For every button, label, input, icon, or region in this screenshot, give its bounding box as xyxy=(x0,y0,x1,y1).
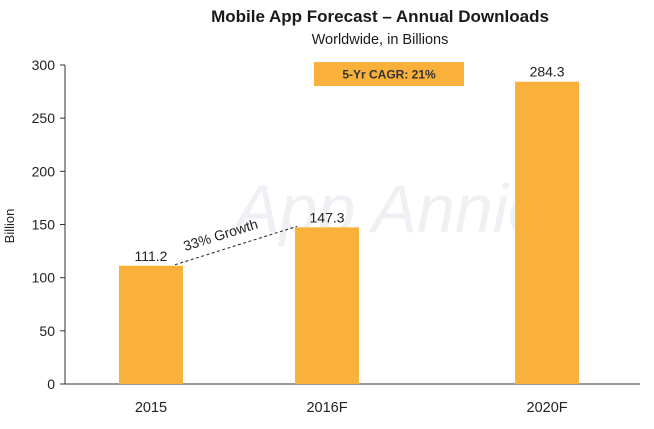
y-tick-label: 250 xyxy=(32,110,56,126)
x-tick-label: 2015 xyxy=(135,400,167,416)
bars xyxy=(119,81,580,384)
x-tick-label: 2020F xyxy=(527,400,568,416)
y-tick-label: 150 xyxy=(32,217,56,233)
y-tick-label: 200 xyxy=(32,163,56,179)
y-tick-label: 100 xyxy=(32,270,56,286)
y-axis-label: Billion xyxy=(2,209,17,244)
data-label: 284.3 xyxy=(530,64,565,80)
data-label: 147.3 xyxy=(310,209,345,225)
data-labels: 111.2 147.3 284.3 xyxy=(135,64,565,264)
bar-2015 xyxy=(119,265,183,384)
cagr-badge-text: 5-Yr CAGR: 21% xyxy=(342,68,436,82)
app-annie-watermark: App Annie xyxy=(230,171,545,247)
chart-subtitle: Worldwide, in Billions xyxy=(312,32,449,48)
y-tick-label: 50 xyxy=(39,323,55,339)
bar-2016f xyxy=(295,227,360,384)
bar-2020f xyxy=(515,81,580,384)
y-tick-label: 300 xyxy=(32,57,56,73)
x-tick-label: 2016F xyxy=(306,400,347,416)
x-axis-categories: 2015 2016F 2020F xyxy=(135,400,568,416)
cagr-badge xyxy=(314,62,464,86)
data-label: 111.2 xyxy=(135,248,168,264)
chart-title: Mobile App Forecast – Annual Downloads xyxy=(211,7,549,26)
growth-dashed-line xyxy=(174,225,298,266)
y-tick-label: 0 xyxy=(47,376,55,392)
